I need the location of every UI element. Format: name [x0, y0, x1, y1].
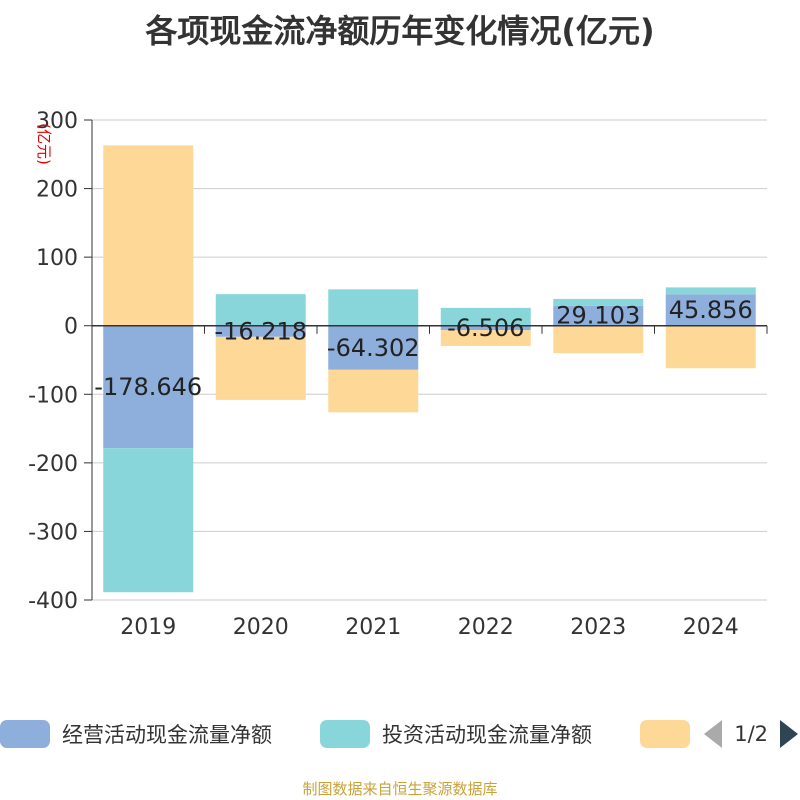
- bar-series2-2021[interactable]: [328, 369, 419, 413]
- legend-label-operating: 经营活动现金流量净额: [62, 723, 272, 747]
- bar-series0-2022[interactable]: [440, 325, 531, 331]
- bar-series2-2023[interactable]: [553, 325, 644, 354]
- legend-item-financing[interactable]: [640, 716, 690, 752]
- bar-series1-2020[interactable]: [215, 294, 306, 326]
- bar-series0-2019[interactable]: [103, 325, 194, 449]
- bar-series1-2021[interactable]: [328, 289, 419, 326]
- legend-pager: 1/2: [704, 716, 798, 752]
- legend-swatch-financing: [640, 720, 690, 748]
- data-label: -16.218: [214, 317, 307, 345]
- bar-series2-2024[interactable]: [665, 325, 756, 369]
- x-tick-label: 2023: [570, 615, 626, 640]
- legend-swatch-investing: [320, 720, 370, 748]
- legend-swatch-operating: [0, 720, 50, 748]
- data-label: 45.856: [669, 296, 753, 324]
- legend: 经营活动现金流量净额 投资活动现金流量净额 1/2: [0, 716, 800, 756]
- bar-series0-2024[interactable]: [665, 294, 756, 326]
- bar-series0-2020[interactable]: [215, 325, 306, 337]
- bar-series1-2023[interactable]: [553, 298, 644, 306]
- bar-series1-2024[interactable]: [665, 287, 756, 295]
- legend-item-operating[interactable]: 经营活动现金流量净额: [0, 716, 272, 752]
- bar-series2-2019[interactable]: [103, 145, 194, 326]
- data-label: -6.506: [447, 314, 524, 342]
- legend-page-indicator: 1/2: [734, 722, 768, 746]
- bar-series0-2023[interactable]: [553, 305, 644, 326]
- legend-prev-page-icon[interactable]: [704, 720, 723, 748]
- legend-item-investing[interactable]: 投资活动现金流量净额: [320, 716, 592, 752]
- y-tick-label: 0: [64, 315, 78, 340]
- bar-series2-2022[interactable]: [440, 330, 531, 346]
- x-tick-label: 2020: [233, 615, 289, 640]
- data-label: -64.302: [327, 334, 420, 362]
- legend-next-page-icon[interactable]: [780, 720, 798, 748]
- x-tick-label: 2024: [683, 615, 739, 640]
- x-tick-label: 2019: [120, 615, 176, 640]
- y-tick-label: 300: [36, 109, 78, 134]
- bar-series1-2022[interactable]: [440, 307, 531, 326]
- legend-label-investing: 投资活动现金流量净额: [382, 723, 592, 747]
- y-tick-label: -400: [28, 589, 78, 614]
- chart-title: 各项现金流净额历年变化情况(亿元): [145, 12, 655, 50]
- y-tick-label: -200: [28, 452, 78, 477]
- x-tick-label: 2021: [345, 615, 401, 640]
- y-axis-title: (亿元): [35, 123, 53, 165]
- source-note: 制图数据来自恒生聚源数据库: [302, 780, 498, 798]
- bar-series0-2021[interactable]: [328, 325, 419, 370]
- y-tick-label: 100: [36, 246, 78, 271]
- bar-series2-2020[interactable]: [215, 336, 306, 400]
- x-tick-label: 2022: [458, 615, 514, 640]
- data-label: 29.103: [556, 302, 640, 330]
- bar-series1-2019[interactable]: [103, 448, 194, 593]
- y-tick-label: -100: [28, 383, 78, 408]
- data-label: -178.646: [94, 373, 202, 401]
- y-tick-label: -300: [28, 520, 78, 545]
- y-tick-label: 200: [36, 178, 78, 203]
- chart-plot: 300 200 100 0 -100 -200 -300 -400 2019 2020 2021 20…: [28, 109, 768, 640]
